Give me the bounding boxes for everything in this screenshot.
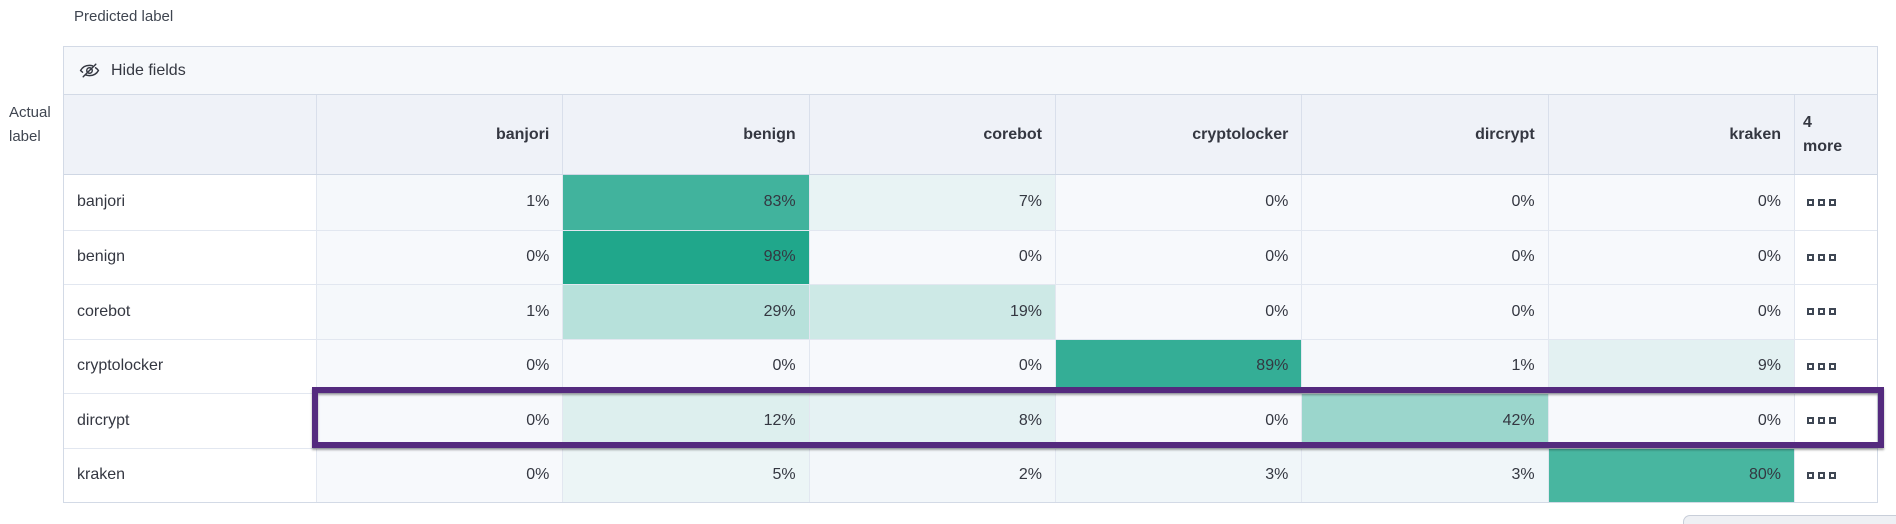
more-cell-benign: [1793, 229, 1877, 284]
more-cell-cryptolocker: [1793, 338, 1877, 393]
cell-cryptolocker-banjori: 0%: [316, 338, 563, 393]
cell-dircrypt-kraken: 0%: [1547, 393, 1794, 448]
cell-dircrypt-banjori: 0%: [316, 393, 563, 448]
column-header-more[interactable]: 4 more: [1793, 95, 1877, 174]
cell-banjori-corebot: 7%: [808, 175, 1055, 230]
cell-cryptolocker-benign: 0%: [562, 338, 809, 393]
more-cell-kraken: [1793, 447, 1877, 502]
column-header-cryptolocker[interactable]: cryptolocker: [1054, 95, 1302, 174]
matrix-row-corebot: corebot 1% 29% 19% 0% 0% 0%: [64, 284, 1877, 339]
cell-dircrypt-dircrypt: 42%: [1301, 393, 1548, 448]
column-header-benign[interactable]: benign: [562, 95, 809, 174]
row-label-dircrypt: dircrypt: [64, 393, 316, 448]
row-label-cryptolocker: cryptolocker: [64, 338, 316, 393]
cell-benign-kraken: 0%: [1547, 229, 1794, 284]
hide-fields-button[interactable]: Hide fields: [64, 47, 1877, 95]
corner-header-cell: [64, 95, 316, 174]
confusion-matrix-table: Hide fields banjori benign corebot cryptolo…: [63, 46, 1878, 503]
more-cell-dircrypt: [1793, 393, 1877, 448]
matrix-header-row: banjori benign corebot cryptolocker dircrypt…: [64, 95, 1877, 175]
cell-cryptolocker-kraken: 9%: [1547, 338, 1794, 393]
boxes-horizontal-icon: [1806, 308, 1836, 316]
cell-cryptolocker-cryptolocker: 89%: [1054, 338, 1302, 393]
cell-benign-dircrypt: 0%: [1301, 229, 1548, 284]
boxes-horizontal-icon: [1806, 471, 1836, 479]
cell-cryptolocker-corebot: 0%: [808, 338, 1055, 393]
cell-corebot-banjori: 1%: [316, 284, 563, 339]
predicted-axis-label: Predicted label: [74, 8, 174, 25]
cell-banjori-dircrypt: 0%: [1301, 175, 1548, 230]
more-cell-banjori: [1793, 175, 1877, 230]
matrix-row-banjori: banjori 1% 83% 7% 0% 0% 0%: [64, 175, 1877, 230]
matrix-row-benign: benign 0% 98% 0% 0% 0% 0%: [64, 229, 1877, 284]
cell-corebot-dircrypt: 0%: [1301, 284, 1548, 339]
boxes-horizontal-icon: [1806, 198, 1836, 206]
more-cell-corebot: [1793, 284, 1877, 339]
cell-cryptolocker-dircrypt: 1%: [1301, 338, 1548, 393]
cell-benign-benign: 98%: [562, 229, 809, 284]
cell-kraken-benign: 5%: [562, 447, 809, 502]
matrix-row-kraken: kraken 0% 5% 2% 3% 3% 80%: [64, 447, 1877, 502]
cell-kraken-corebot: 2%: [808, 447, 1055, 502]
cell-corebot-kraken: 0%: [1547, 284, 1794, 339]
cell-dircrypt-corebot: 8%: [808, 393, 1055, 448]
cell-benign-cryptolocker: 0%: [1054, 229, 1302, 284]
bottom-right-partial-control[interactable]: [1683, 515, 1896, 524]
cell-banjori-kraken: 0%: [1547, 175, 1794, 230]
cell-benign-corebot: 0%: [808, 229, 1055, 284]
row-label-banjori: banjori: [64, 175, 316, 230]
cell-banjori-cryptolocker: 0%: [1054, 175, 1302, 230]
cell-corebot-benign: 29%: [562, 284, 809, 339]
cell-kraken-kraken: 80%: [1547, 447, 1794, 502]
boxes-horizontal-icon: [1806, 362, 1836, 370]
cell-dircrypt-cryptolocker: 0%: [1054, 393, 1302, 448]
column-header-kraken[interactable]: kraken: [1547, 95, 1794, 174]
matrix-row-cryptolocker: cryptolocker 0% 0% 0% 89% 1% 9%: [64, 338, 1877, 393]
cell-kraken-banjori: 0%: [316, 447, 563, 502]
cell-corebot-corebot: 19%: [808, 284, 1055, 339]
cell-banjori-benign: 83%: [562, 175, 809, 230]
cell-corebot-cryptolocker: 0%: [1054, 284, 1302, 339]
boxes-horizontal-icon: [1806, 253, 1836, 261]
cell-kraken-dircrypt: 3%: [1301, 447, 1548, 502]
cell-kraken-cryptolocker: 3%: [1054, 447, 1302, 502]
row-label-corebot: corebot: [64, 284, 316, 339]
column-header-corebot[interactable]: corebot: [808, 95, 1055, 174]
matrix-row-dircrypt: dircrypt 0% 12% 8% 0% 42% 0%: [64, 393, 1877, 448]
row-label-kraken: kraken: [64, 447, 316, 502]
cell-benign-banjori: 0%: [316, 229, 563, 284]
more-columns-label: 4 more: [1802, 113, 1843, 155]
eye-closed-icon: [79, 60, 100, 81]
column-header-dircrypt[interactable]: dircrypt: [1301, 95, 1548, 174]
boxes-horizontal-icon: [1806, 417, 1836, 425]
actual-axis-label: Actual label: [9, 104, 51, 145]
matrix-body: banjori 1% 83% 7% 0% 0% 0% benign 0% 98% 0% 0% 0% 0% c…: [64, 175, 1877, 502]
column-header-banjori[interactable]: banjori: [316, 95, 563, 174]
cell-banjori-banjori: 1%: [316, 175, 563, 230]
hide-fields-label: Hide fields: [111, 61, 186, 79]
cell-dircrypt-benign: 12%: [562, 393, 809, 448]
row-label-benign: benign: [64, 229, 316, 284]
